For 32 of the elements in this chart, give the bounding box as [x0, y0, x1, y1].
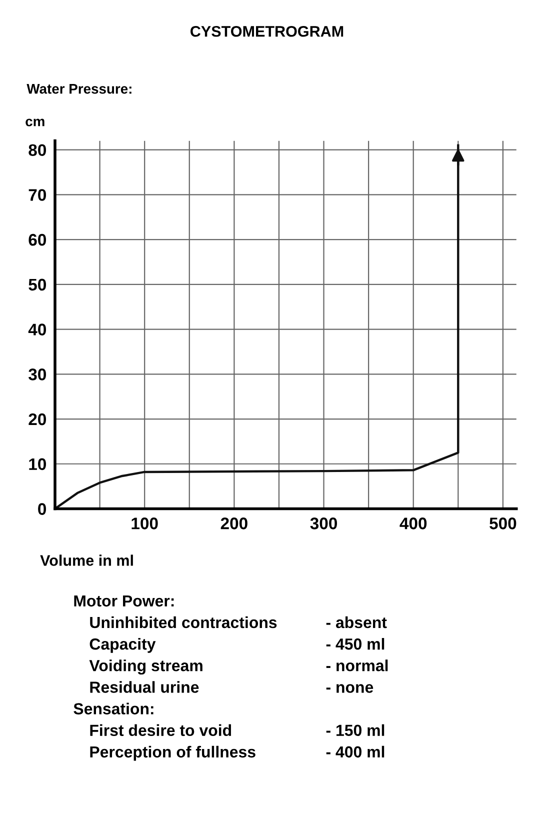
text: Residual urine: [90, 681, 199, 693]
text: - none: [326, 684, 374, 693]
text: - absent: [326, 616, 387, 628]
text: - normal: [326, 660, 388, 672]
text: - 150 ml: [326, 724, 384, 736]
y-tick-label: 50: [28, 278, 46, 291]
y-axis-title: cm: [26, 118, 44, 126]
text: Motor Power:: [74, 595, 174, 607]
y-tick-label: 10: [29, 458, 46, 470]
text: Capacity: [90, 638, 156, 653]
text: Perception of fullness: [90, 746, 256, 761]
y-tick-label: 0: [38, 503, 46, 515]
text: Sensation:: [74, 702, 154, 714]
x-tick-label: 100: [132, 518, 158, 530]
y-tick-label: 80: [28, 144, 46, 156]
y-tick-label: 30: [28, 368, 46, 380]
text: - 400 ml: [326, 746, 384, 758]
y-tick-label: 60: [28, 234, 46, 246]
y-tick-label: 70: [28, 189, 46, 201]
x-axis-title: Volume in ml: [40, 554, 133, 566]
text: First desire to void: [90, 724, 232, 736]
text: Voiding stream: [89, 660, 202, 675]
text: - 450 ml: [326, 638, 384, 650]
x-tick-label: 400: [400, 518, 427, 530]
chart-title: CYSTOMETROGRAM: [190, 26, 344, 37]
y-tick-label: 20: [28, 413, 46, 426]
x-tick-label: 200: [220, 518, 248, 530]
y-tick-label: 40: [28, 324, 46, 336]
chart-subtitle: Water Pressure:: [26, 84, 132, 94]
text: Uninhibited contractions: [90, 616, 277, 628]
x-tick-label: 500: [490, 518, 516, 530]
x-tick-label: 300: [310, 518, 337, 530]
